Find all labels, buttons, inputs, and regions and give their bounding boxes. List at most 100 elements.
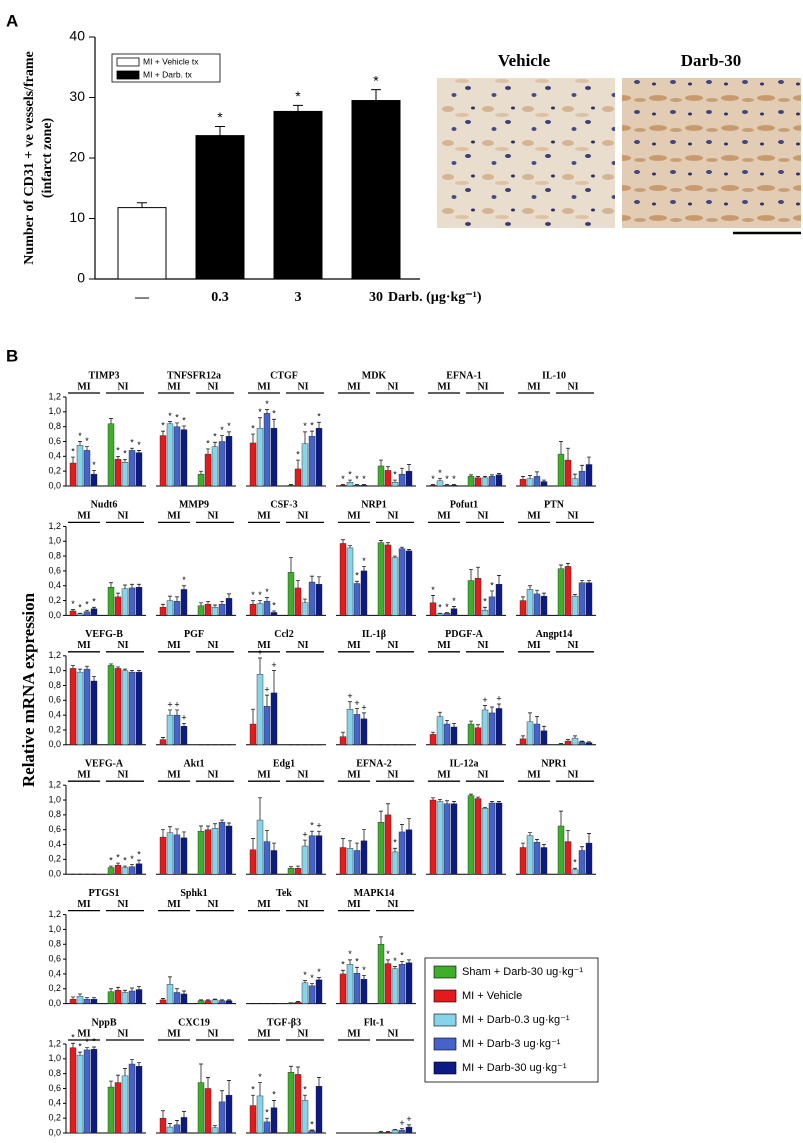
bar (488, 802, 496, 875)
bar (391, 1129, 399, 1134)
error-bar (289, 866, 293, 869)
group-label: MI (77, 511, 90, 522)
significance: + (399, 1118, 404, 1128)
bar (249, 604, 257, 616)
significance: * (78, 431, 82, 441)
group-label: MI (527, 511, 540, 522)
bar (360, 570, 368, 616)
legend-swatch (116, 70, 140, 80)
bar (166, 832, 174, 875)
y-tick-label: 0,4 (48, 710, 61, 720)
error-bar (362, 484, 366, 486)
error-bar (130, 583, 134, 588)
error-bar (296, 1066, 300, 1075)
group-label: MI (527, 640, 540, 651)
bar (339, 973, 347, 1004)
error-bar (258, 797, 262, 821)
bar (263, 841, 271, 875)
error-bar (227, 593, 231, 599)
error-bar (206, 1077, 210, 1089)
bar (339, 736, 347, 745)
bar (398, 548, 406, 616)
error-bar (438, 798, 442, 802)
bar (225, 436, 233, 487)
significance: * (452, 474, 456, 484)
significance: * (362, 556, 366, 566)
significance: + (271, 660, 276, 670)
bar (180, 726, 188, 746)
group-label: MI (347, 769, 360, 780)
bar (429, 799, 437, 875)
group-label: MI (257, 1028, 270, 1039)
y-tick-label: 0,0 (48, 610, 61, 620)
error-bar (310, 1129, 314, 1131)
bar (353, 850, 361, 875)
error-bar (227, 1079, 231, 1096)
gene-title: NppB (91, 1017, 116, 1028)
bar (360, 840, 368, 875)
bar (308, 985, 316, 1004)
bar (166, 423, 174, 487)
error-bar (521, 596, 525, 601)
error-bar (400, 467, 404, 475)
bar (474, 477, 482, 487)
error-bar (161, 603, 165, 608)
legend-label: MI + Darb. tx (143, 69, 193, 79)
bar (377, 944, 385, 1004)
gene-title: PTGS1 (88, 888, 119, 899)
error-bar (476, 476, 480, 478)
bar (225, 1094, 233, 1134)
significance: * (452, 596, 456, 606)
significance: + (347, 691, 352, 701)
y-tick-label: 0,6 (48, 1083, 61, 1093)
bar (540, 847, 548, 875)
bar (391, 482, 399, 487)
bar (197, 473, 205, 487)
error-bar (293, 104, 303, 112)
group-label: MI (257, 899, 270, 910)
bar (121, 992, 129, 1004)
significance: * (92, 597, 96, 607)
error-bar (265, 1117, 269, 1122)
gene-title: CXC19 (178, 1017, 210, 1028)
significance: + (167, 699, 172, 709)
bar (263, 413, 271, 487)
bar (526, 721, 534, 746)
bar (585, 464, 593, 487)
error-bar (341, 969, 345, 974)
error-bar (559, 742, 563, 745)
bar (180, 589, 188, 616)
error-bar (161, 1110, 165, 1119)
error-bar (566, 447, 570, 461)
y-tick-label: 0 (77, 270, 85, 286)
error-bar (452, 606, 456, 609)
bar (384, 814, 392, 875)
bar (429, 602, 437, 616)
bar (273, 110, 323, 280)
error-bar (123, 1068, 127, 1076)
bar (467, 476, 475, 487)
significance: + (496, 693, 501, 703)
bar (135, 671, 143, 745)
error-bar (258, 1082, 262, 1096)
group-label: MI (77, 1028, 90, 1039)
error-bar (78, 993, 82, 997)
bar (405, 829, 413, 875)
significance: * (272, 1090, 276, 1100)
significance: * (490, 580, 494, 590)
error-bar (497, 801, 501, 803)
micrograph (622, 78, 801, 228)
bar (173, 1124, 181, 1134)
error-bar (483, 705, 487, 710)
significance: * (182, 415, 186, 425)
error-bar (168, 1123, 172, 1128)
bar (391, 557, 399, 616)
error-bar (476, 796, 480, 799)
panel-b: B Relative mRNA expression TIMP3 MI NI 0,0 0… (6, 346, 599, 1137)
error-bar (521, 735, 525, 739)
error-bar (251, 838, 255, 850)
error-bar (251, 1094, 255, 1106)
error-bar (497, 473, 501, 475)
error-bar (272, 418, 276, 429)
